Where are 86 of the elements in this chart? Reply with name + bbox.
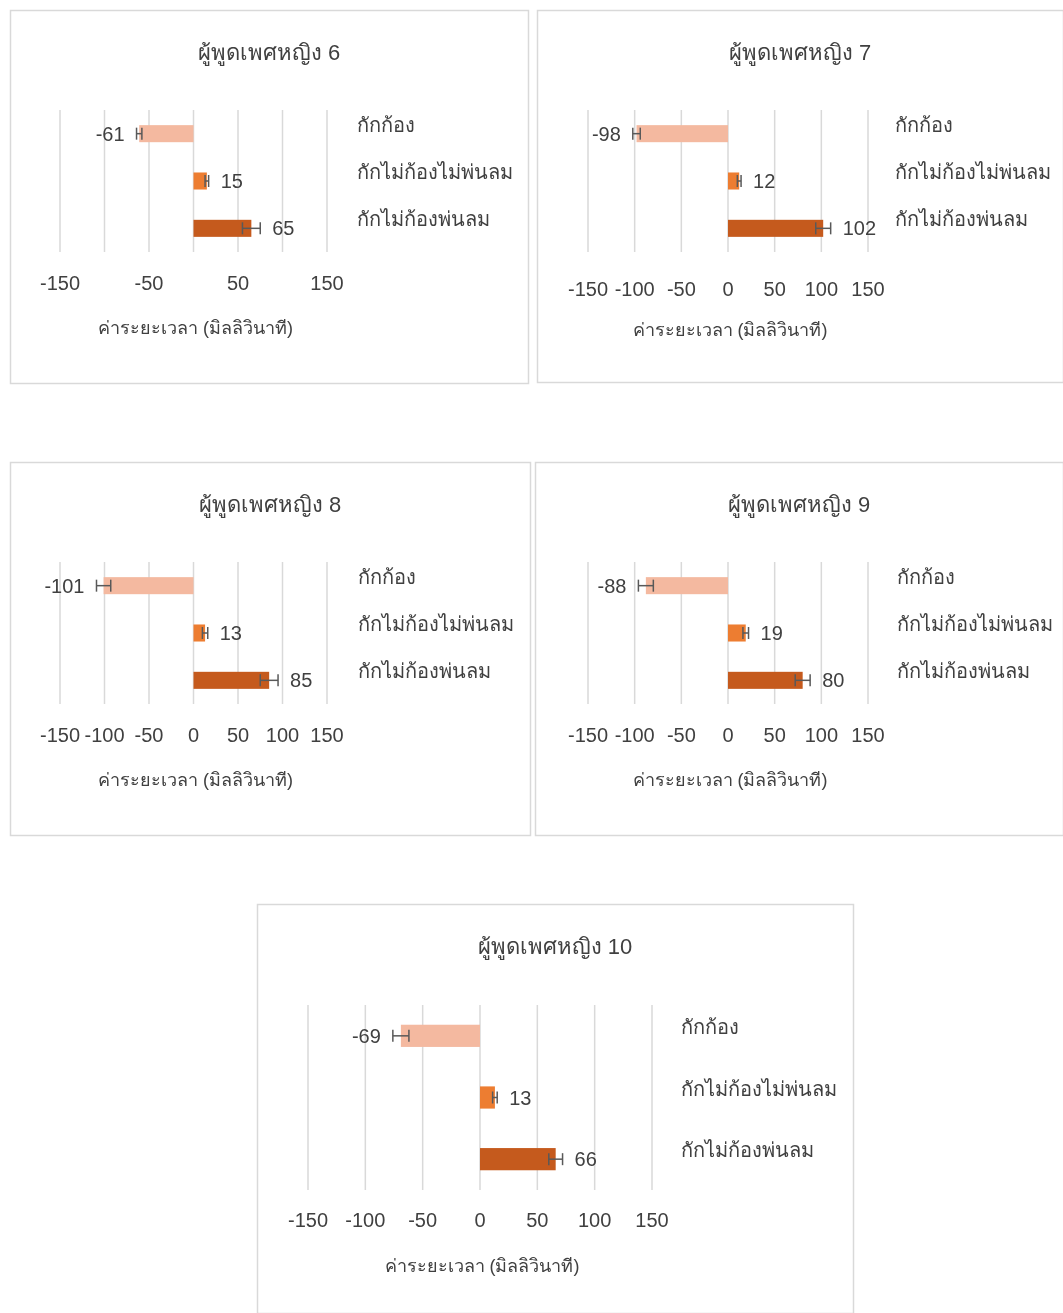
y-tick-label: กักไม่ก้องพ่นลม xyxy=(357,208,490,231)
x-tick-label: 50 xyxy=(226,272,250,294)
y-tick-label: กักไม่ก้องพ่นลม xyxy=(895,208,1028,231)
bar xyxy=(728,219,824,237)
chart-title: ผู้พูดเพศหญิง 6 xyxy=(197,40,341,66)
x-tick-label: -150 xyxy=(39,272,81,294)
bar xyxy=(103,577,194,595)
x-axis-title: ค่าระยะเวลา (มิลลิวินาที) xyxy=(98,770,293,790)
data-label: -69 xyxy=(351,1024,381,1047)
data-label: 80 xyxy=(822,669,845,692)
x-tick-label: 150 xyxy=(310,724,344,746)
bar xyxy=(728,624,746,642)
bar xyxy=(193,219,252,237)
x-tick-label: 150 xyxy=(310,272,344,294)
y-tick-label: กักไม่ก้องพ่นลม xyxy=(681,1139,814,1162)
x-axis-title: ค่าระยะเวลา (มิลลิวินาที) xyxy=(384,1256,580,1276)
bar xyxy=(728,172,740,190)
data-label: 13 xyxy=(219,622,242,644)
x-tick-label: -100 xyxy=(614,724,655,746)
x-tick-label: -150 xyxy=(287,1209,329,1231)
x-axis-title: ค่าระยะเวลา (มิลลิวินาที) xyxy=(632,770,828,790)
data-label: 65 xyxy=(272,217,295,240)
x-tick-label: -150 xyxy=(567,724,609,746)
y-tick-label: กักไม่ก้องไม่พ่นลม xyxy=(895,161,1051,183)
bar xyxy=(193,671,270,689)
data-label: -61 xyxy=(95,122,125,145)
x-tick-label: 150 xyxy=(851,724,885,746)
x-tick-label: 150 xyxy=(851,278,885,300)
y-tick-label: กักก้อง xyxy=(681,1015,739,1038)
x-tick-label: 50 xyxy=(526,1209,549,1231)
x-axis-title: ค่าระยะเวลา (มิลลิวินาที) xyxy=(632,320,828,340)
data-label: -98 xyxy=(591,122,621,145)
bar xyxy=(400,1024,480,1047)
x-tick-label: 0 xyxy=(474,1209,486,1231)
x-tick-label: 100 xyxy=(577,1209,612,1231)
data-label: 66 xyxy=(574,1148,597,1171)
data-label: -88 xyxy=(597,574,627,597)
x-tick-label: 0 xyxy=(722,278,734,300)
bar xyxy=(728,671,803,689)
data-label: 19 xyxy=(760,622,783,644)
x-tick-label: -50 xyxy=(134,724,164,746)
x-tick-label: 50 xyxy=(763,278,786,300)
bar xyxy=(645,577,728,595)
x-tick-label: 100 xyxy=(804,724,839,746)
y-tick-label: กักไม่ก้องไม่พ่นลม xyxy=(681,1077,837,1100)
data-label: 102 xyxy=(842,217,877,240)
bar xyxy=(636,125,728,143)
x-tick-label: -150 xyxy=(567,278,609,300)
y-tick-label: กักไม่ก้องไม่พ่นลม xyxy=(897,613,1053,635)
chart-title: ผู้พูดเพศหญิง 10 xyxy=(477,934,633,960)
bar xyxy=(139,125,194,143)
x-tick-label: -100 xyxy=(84,724,125,746)
data-label: 13 xyxy=(509,1086,532,1109)
y-tick-label: กักก้อง xyxy=(358,565,416,588)
y-tick-label: กักไม่ก้องไม่พ่นลม xyxy=(358,613,514,635)
y-tick-label: กักก้อง xyxy=(895,113,953,136)
x-tick-label: 50 xyxy=(226,724,250,746)
data-label: 85 xyxy=(290,669,313,692)
x-tick-label: -150 xyxy=(39,724,81,746)
x-tick-label: -50 xyxy=(666,724,696,746)
data-label: 12 xyxy=(753,170,776,192)
x-tick-label: 0 xyxy=(187,724,200,746)
x-tick-label: 150 xyxy=(635,1209,669,1231)
x-tick-label: -100 xyxy=(614,278,655,300)
x-tick-label: 0 xyxy=(722,724,734,746)
x-tick-label: -100 xyxy=(345,1209,386,1231)
y-tick-label: กักก้อง xyxy=(897,565,955,588)
x-tick-label: 100 xyxy=(265,724,300,746)
x-tick-label: -50 xyxy=(134,272,164,294)
x-axis-title: ค่าระยะเวลา (มิลลิวินาที) xyxy=(98,318,293,338)
chart-title: ผู้พูดเพศหญิง 8 xyxy=(198,492,342,518)
chart-title: ผู้พูดเพศหญิง 7 xyxy=(728,40,872,66)
bar xyxy=(480,1086,495,1109)
data-label: -101 xyxy=(44,574,85,597)
y-tick-label: กักไม่ก้องพ่นลม xyxy=(358,660,491,683)
bar xyxy=(193,624,206,642)
y-tick-label: กักไม่ก้องไม่พ่นลม xyxy=(357,161,513,183)
bar xyxy=(480,1148,556,1171)
y-tick-label: กักไม่ก้องพ่นลม xyxy=(897,660,1030,683)
data-label: 15 xyxy=(220,170,243,192)
x-tick-label: -50 xyxy=(666,278,696,300)
chart-title: ผู้พูดเพศหญิง 9 xyxy=(727,492,871,518)
x-tick-label: -50 xyxy=(408,1209,438,1231)
y-tick-label: กักก้อง xyxy=(357,113,415,136)
x-tick-label: 100 xyxy=(804,278,839,300)
x-tick-label: 50 xyxy=(763,724,786,746)
